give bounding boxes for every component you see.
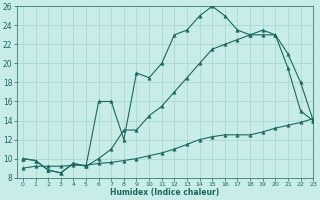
X-axis label: Humidex (Indice chaleur): Humidex (Indice chaleur) [110, 188, 220, 197]
